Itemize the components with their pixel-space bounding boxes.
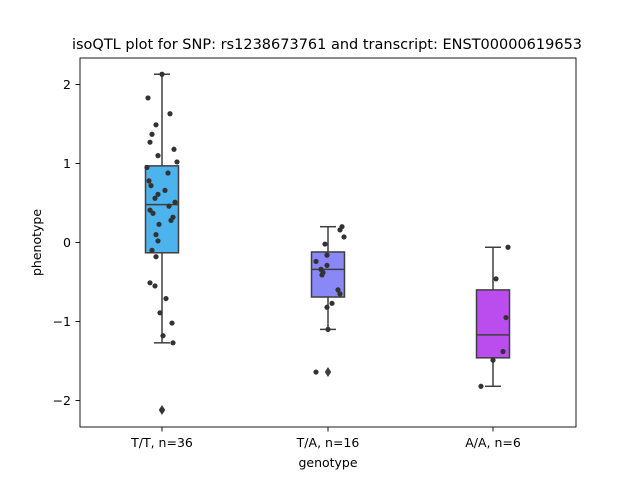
data-point [159, 71, 165, 77]
box-group-1 [144, 71, 180, 415]
x-axis: T/T, n=36 T/A, n=16 A/A, n=6 [130, 427, 521, 450]
data-point [313, 369, 319, 375]
data-point [324, 262, 330, 269]
data-point [168, 217, 174, 223]
data-point [313, 258, 319, 265]
y-tick-label: 2 [63, 77, 71, 92]
data-point [147, 139, 153, 145]
data-point [337, 227, 343, 233]
y-tick-label: −2 [53, 393, 71, 408]
data-point [163, 295, 169, 302]
data-point [169, 320, 175, 326]
data-point [149, 131, 155, 137]
data-point [159, 407, 165, 413]
data-point [341, 234, 347, 240]
data-point [147, 280, 153, 286]
data-point [493, 276, 499, 282]
data-point [155, 191, 161, 197]
x-axis-label: genotype [298, 455, 357, 470]
chart-title: isoQTL plot for SNP: rs1238673761 and tr… [72, 37, 582, 53]
outlier-marker [324, 367, 332, 378]
data-point [319, 272, 325, 278]
data-point [324, 252, 330, 258]
data-point [170, 340, 176, 346]
data-point [171, 146, 177, 152]
data-point [324, 304, 330, 310]
data-point [325, 326, 331, 332]
data-point [148, 183, 154, 189]
data-point [155, 153, 161, 159]
data-point [152, 283, 158, 289]
data-point [144, 164, 150, 171]
box-iqr [475, 289, 511, 359]
data-point [156, 221, 162, 227]
data-point [153, 254, 159, 260]
data-point [153, 232, 159, 238]
x-tick-label: A/A, n=6 [465, 435, 521, 450]
data-point [490, 357, 496, 363]
data-point [162, 187, 168, 193]
data-point [505, 244, 511, 250]
y-axis: −2 −1 0 1 2 [53, 77, 80, 408]
data-point [165, 170, 171, 176]
data-point [149, 247, 155, 253]
data-point [157, 310, 163, 316]
x-tick-label: T/A, n=16 [296, 435, 360, 450]
plot-area [144, 71, 511, 415]
data-point [174, 159, 180, 165]
box-group-3 [475, 244, 511, 389]
box-group-2 [310, 224, 347, 378]
data-point [503, 314, 509, 321]
data-point [172, 199, 178, 205]
data-point [152, 195, 158, 201]
data-point [160, 333, 166, 339]
data-point [335, 287, 341, 293]
y-axis-label: phenotype [29, 209, 44, 276]
y-tick-label: 1 [63, 156, 71, 171]
data-point [500, 348, 506, 355]
data-point [145, 95, 151, 101]
data-point [150, 210, 156, 216]
data-point [167, 111, 173, 117]
data-point [478, 383, 484, 389]
y-tick-label: −1 [53, 314, 71, 329]
data-point [155, 238, 161, 244]
y-tick-label: 0 [63, 235, 71, 250]
data-point [322, 241, 328, 247]
data-point [337, 291, 343, 297]
data-point [166, 203, 172, 209]
data-point [329, 300, 335, 306]
data-point [153, 122, 159, 128]
data-point [146, 178, 152, 184]
x-tick-label: T/T, n=36 [130, 435, 193, 450]
